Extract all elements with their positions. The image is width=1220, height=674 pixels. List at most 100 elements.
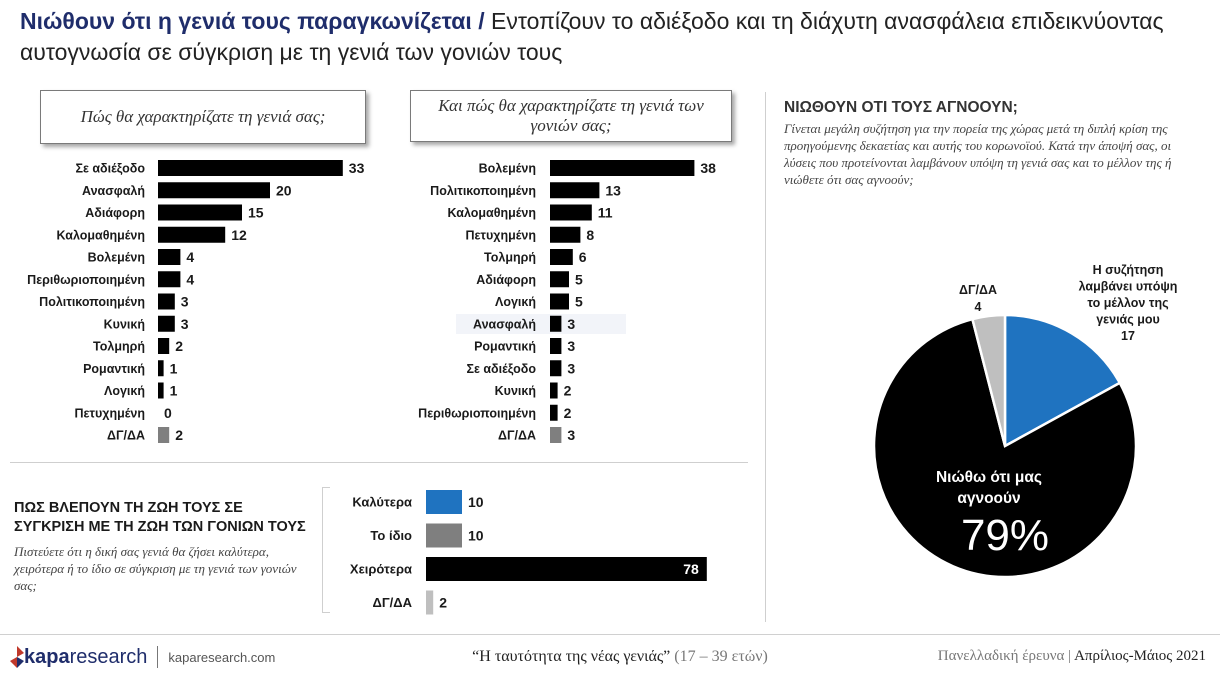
row-highlight bbox=[456, 314, 626, 334]
page-title-separator: / bbox=[478, 8, 485, 34]
data-label: 2 bbox=[175, 338, 183, 354]
logo-kapa: kapa bbox=[24, 645, 70, 668]
category-label: Ανασφαλή bbox=[82, 184, 145, 198]
pie-blue-label: Η συζήτηση λαμβάνει υπόψη το μέλλον της γεν… bbox=[1079, 263, 1178, 327]
data-label: 13 bbox=[605, 182, 621, 198]
category-label: Κυνική bbox=[495, 384, 536, 398]
category-label: Ανασφαλή bbox=[473, 317, 536, 331]
category-label: Πολιτικοποιημένη bbox=[39, 295, 145, 309]
data-label: 1 bbox=[170, 383, 178, 399]
category-label: Τολμηρή bbox=[484, 251, 536, 265]
category-label: Ρομαντική bbox=[83, 362, 145, 376]
bar bbox=[550, 404, 558, 421]
category-label: Σε αδιέξοδο bbox=[466, 362, 536, 376]
bar bbox=[158, 182, 270, 199]
question-box-own-generation: Πώς θα χαρακτηρίζατε τη γενιά σας; bbox=[40, 90, 366, 144]
bar bbox=[550, 182, 600, 199]
survey-info: Πανελλαδική έρευνα | Απρίλιος-Μάιος 2021 bbox=[938, 648, 1206, 665]
data-label: 20 bbox=[276, 182, 292, 198]
question-parents-generation: Και πώς θα χαρακτηρίζατε τη γενιά των γο… bbox=[438, 96, 704, 135]
chart-life-comparison: Καλύτερα 10 Το ίδιο 10 Χειρότερα 78 ΔΓ/ΔΑ 2 bbox=[350, 490, 707, 615]
bar bbox=[158, 160, 343, 176]
divider-horizontal bbox=[10, 462, 748, 463]
category-label: Κυνική bbox=[104, 317, 145, 331]
data-label: 3 bbox=[567, 338, 575, 354]
data-label: 2 bbox=[439, 595, 447, 611]
category-label: Περιθωριοποιημένη bbox=[418, 406, 536, 420]
ignored-title: ΝΙΩΘΟΥΝ ΟΤΙ ΤΟΥΣ ΑΓΝΟΟΥΝ; bbox=[784, 99, 1018, 116]
data-label: 3 bbox=[567, 360, 575, 376]
logo-separator bbox=[157, 646, 159, 668]
bar bbox=[550, 293, 569, 310]
bar bbox=[158, 315, 175, 332]
category-label: Καλομαθημένη bbox=[448, 206, 536, 220]
pie-slice bbox=[1003, 313, 1122, 449]
bar bbox=[158, 293, 175, 310]
category-label: Σε αδιέξοδο bbox=[75, 162, 145, 176]
data-label: 6 bbox=[579, 249, 587, 265]
bar bbox=[158, 271, 181, 288]
kapa-logo-icon bbox=[10, 646, 24, 668]
category-label: Βολεμένη bbox=[88, 251, 145, 265]
question-box-parents-generation: Και πώς θα χαρακτηρίζατε τη γενιά των γο… bbox=[410, 90, 732, 142]
pie-gray-label: ΔΓ/ΔΑ bbox=[959, 283, 997, 297]
life-comparison-subtitle: Πιστεύετε ότι η δική σας γενιά θα ζήσει … bbox=[14, 544, 297, 593]
data-label: 2 bbox=[564, 383, 572, 399]
data-label: 2 bbox=[564, 405, 572, 421]
chart-ignored-pie: Η συζήτηση λαμβάνει υπόψη το μέλλον της γεν… bbox=[872, 263, 1178, 579]
data-label: 3 bbox=[181, 294, 189, 310]
logo-research: research bbox=[69, 645, 148, 668]
chart-ignored-pie-slices: Η συζήτηση λαμβάνει υπόψη το μέλλον της γεν… bbox=[872, 263, 1178, 579]
data-label: 10 bbox=[468, 528, 484, 544]
survey-ages: (17 – 39 ετών) bbox=[674, 648, 768, 665]
page-title-rest: Εντοπίζουν το αδιέξοδο και τη διάχυτη αν… bbox=[20, 8, 1164, 65]
bar bbox=[158, 427, 170, 443]
bar bbox=[550, 160, 695, 176]
data-label: 12 bbox=[231, 227, 247, 243]
category-label: Αδιάφορη bbox=[476, 273, 536, 287]
data-label: 78 bbox=[683, 561, 699, 577]
data-label: 5 bbox=[575, 271, 583, 287]
category-label: Λογική bbox=[495, 295, 536, 309]
data-label: 15 bbox=[248, 205, 264, 221]
pie-gray-value: 4 bbox=[975, 300, 982, 314]
survey-title: “Η ταυτότητα της νέας γενιάς” (17 – 39 ε… bbox=[430, 648, 810, 666]
category-label: ΔΓ/ΔΑ bbox=[107, 429, 145, 443]
divider-vertical bbox=[765, 92, 766, 622]
data-label: 1 bbox=[170, 360, 178, 376]
bar bbox=[426, 590, 434, 615]
category-label: Τολμηρή bbox=[93, 340, 145, 354]
bar bbox=[158, 249, 181, 265]
category-label: Περιθωριοποιημένη bbox=[27, 273, 145, 287]
bar bbox=[550, 360, 562, 377]
page-title: Νιώθουν ότι η γενιά τους παραγκωνίζεται … bbox=[20, 6, 1200, 68]
bar bbox=[550, 315, 562, 332]
divider-bottom-chart-top-tick bbox=[322, 487, 330, 488]
footer-divider bbox=[0, 634, 1220, 635]
category-label: Αδιάφορη bbox=[85, 206, 145, 220]
kapa-research-logo[interactable]: kapa research kaparesearch.com bbox=[10, 644, 275, 670]
data-label: 3 bbox=[181, 316, 189, 332]
data-label: 38 bbox=[700, 160, 716, 176]
life-comparison-title: ΠΩΣ ΒΛΕΠΟΥΝ ΤΗ ΖΩΗ ΤΟΥΣ ΣΕ ΣΥΓΚΡΙΣΗ ΜΕ Τ… bbox=[14, 500, 306, 535]
divider-bottom-chart bbox=[322, 487, 323, 613]
data-label: 8 bbox=[586, 227, 594, 243]
logo-url[interactable]: kaparesearch.com bbox=[168, 649, 276, 665]
pie-black-value: 79% bbox=[961, 511, 1049, 560]
page-title-bold: Νιώθουν ότι η γενιά τους παραγκωνίζεται bbox=[20, 8, 472, 34]
bar bbox=[550, 382, 558, 399]
survey-title-text: “Η ταυτότητα της νέας γενιάς” bbox=[472, 648, 671, 665]
bar bbox=[426, 557, 707, 581]
bar bbox=[158, 382, 164, 399]
bar bbox=[550, 249, 573, 265]
data-label: 3 bbox=[567, 427, 575, 443]
category-label: Χειρότερα bbox=[350, 562, 412, 577]
data-label: 33 bbox=[349, 160, 365, 176]
category-label: Πετυχημένη bbox=[465, 228, 536, 242]
bar bbox=[550, 427, 562, 443]
bar bbox=[158, 338, 170, 354]
data-label: 5 bbox=[575, 294, 583, 310]
